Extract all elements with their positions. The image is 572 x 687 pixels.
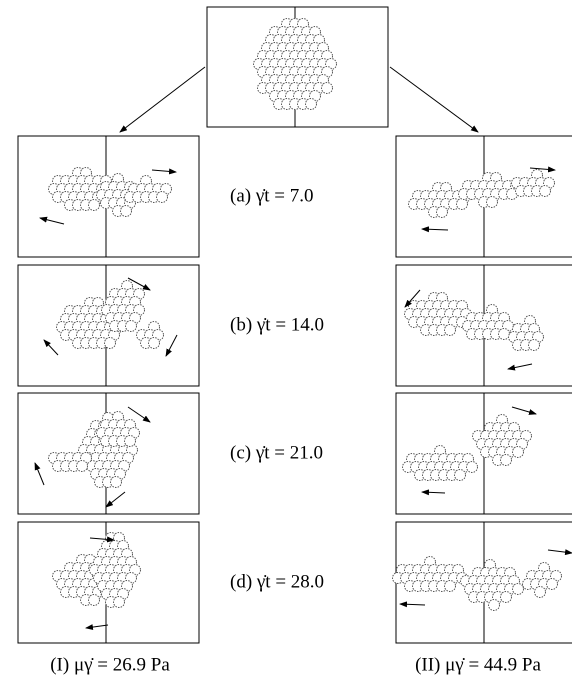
flow-arrow <box>152 170 176 172</box>
particle <box>529 340 540 351</box>
particle <box>125 436 136 447</box>
particle <box>322 83 333 94</box>
flow-arrow <box>508 364 532 369</box>
particle <box>501 455 512 466</box>
figure: (a) γ̇t = 7.0 (b) γ̇t = 14.0 (c) γ̇t = 2… <box>0 0 572 687</box>
particle <box>437 207 448 218</box>
particle <box>467 462 478 473</box>
branch-arrow <box>120 67 205 132</box>
panel-label: (c) γ̇t = 21.0 <box>230 442 323 463</box>
particle <box>149 338 160 349</box>
flow-arrow <box>422 492 445 493</box>
flow-arrow <box>548 550 572 553</box>
flow-arrow <box>422 229 448 230</box>
particle <box>489 600 500 611</box>
particle <box>121 206 132 217</box>
particle <box>540 186 551 197</box>
panel-label: (b) γ̇t = 14.0 <box>230 314 324 335</box>
particle <box>445 581 456 592</box>
particle <box>513 447 524 458</box>
flow-arrow <box>86 625 108 628</box>
particle <box>89 595 100 606</box>
particle-cluster <box>49 412 140 488</box>
particle-cluster <box>53 533 141 608</box>
particle <box>501 592 512 603</box>
flow-arrow <box>35 463 44 485</box>
particle <box>547 579 558 590</box>
flow-arrow <box>530 168 555 170</box>
particle-cluster <box>405 293 544 351</box>
branch-arrow <box>390 67 478 132</box>
flow-arrow <box>400 604 425 605</box>
flow-arrow <box>166 335 177 356</box>
column-label: (I) μγ̇ = 26.9 Pa <box>50 654 170 675</box>
particle <box>513 584 524 595</box>
flow-arrow <box>44 340 58 355</box>
particle <box>499 329 510 340</box>
particle-cluster <box>254 19 337 110</box>
particle-cluster <box>57 281 164 349</box>
column-label: (II) μγ̇ = 44.9 Pa <box>415 654 541 675</box>
particle-cluster <box>393 557 562 611</box>
particle <box>77 461 88 472</box>
panel-label: (d) γ̇t = 28.0 <box>230 571 324 592</box>
particle-cluster <box>49 168 172 217</box>
flow-arrow <box>40 218 64 224</box>
particle <box>89 200 100 211</box>
particle <box>126 321 137 332</box>
particle <box>535 587 546 598</box>
panel-label: (a) γ̇t = 7.0 <box>230 185 313 206</box>
particle <box>487 197 498 208</box>
particle-cluster <box>409 170 555 218</box>
flow-arrow <box>512 407 536 414</box>
particle <box>306 99 317 110</box>
particle <box>457 199 468 210</box>
particle <box>445 325 456 336</box>
particle <box>157 192 168 203</box>
particle <box>111 477 122 488</box>
particle-cluster <box>403 415 532 481</box>
particle <box>105 338 116 349</box>
flow-arrow <box>106 492 125 507</box>
particle <box>114 597 125 608</box>
particle <box>455 470 466 481</box>
